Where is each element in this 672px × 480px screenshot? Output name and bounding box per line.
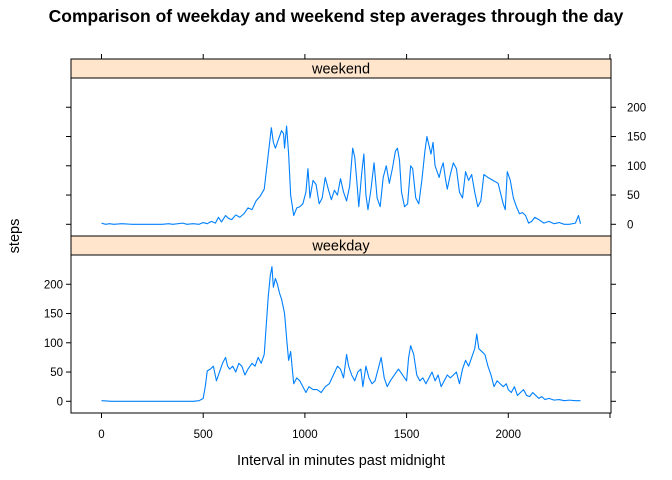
series-line-weekend (101, 125, 582, 225)
x-tick-label-1: 500 (194, 429, 213, 441)
y-tick-label-weekday-4: 200 (44, 279, 63, 291)
x-axis-title: Interval in minutes past midnight (237, 453, 445, 469)
x-axis: 0 500 1000 1500 2000 (98, 54, 611, 441)
y-tick-label-weekday-3: 150 (44, 309, 63, 321)
panel-weekday: weekday 0 50 100 150 200 (44, 235, 616, 414)
y-tick-label-weekend-0: 0 (627, 219, 633, 231)
panel-frame-weekday (70, 254, 612, 414)
y-axis-title: steps (7, 219, 23, 254)
x-tick-label-4: 2000 (495, 429, 521, 441)
y-tick-label-weekend-1: 50 (627, 190, 640, 202)
y-tick-label-weekend-2: 100 (627, 161, 646, 173)
chart-title: Comparison of weekday and weekend step a… (49, 6, 624, 26)
y-tick-label-weekend-4: 200 (627, 102, 646, 114)
y-tick-label-weekday-0: 0 (57, 396, 63, 408)
x-tick-label-2: 1000 (292, 429, 318, 441)
series-line-weekday (101, 266, 581, 402)
y-tick-label-weekend-3: 150 (627, 132, 646, 144)
panel-frame-weekend (70, 77, 612, 237)
panel-weekend: weekend 0 50 100 150 200 (66, 58, 646, 237)
y-tick-label-weekday-1: 50 (50, 367, 63, 379)
panels-group: weekend 0 50 100 150 200 weekday 0 50 100 150 200 (44, 58, 646, 414)
strip-label-weekday: weekday (311, 239, 370, 255)
strip-label-weekend: weekend (311, 62, 370, 78)
x-tick-label-0: 0 (98, 429, 104, 441)
y-tick-label-weekday-2: 100 (44, 338, 63, 350)
x-tick-label-3: 1500 (394, 429, 420, 441)
